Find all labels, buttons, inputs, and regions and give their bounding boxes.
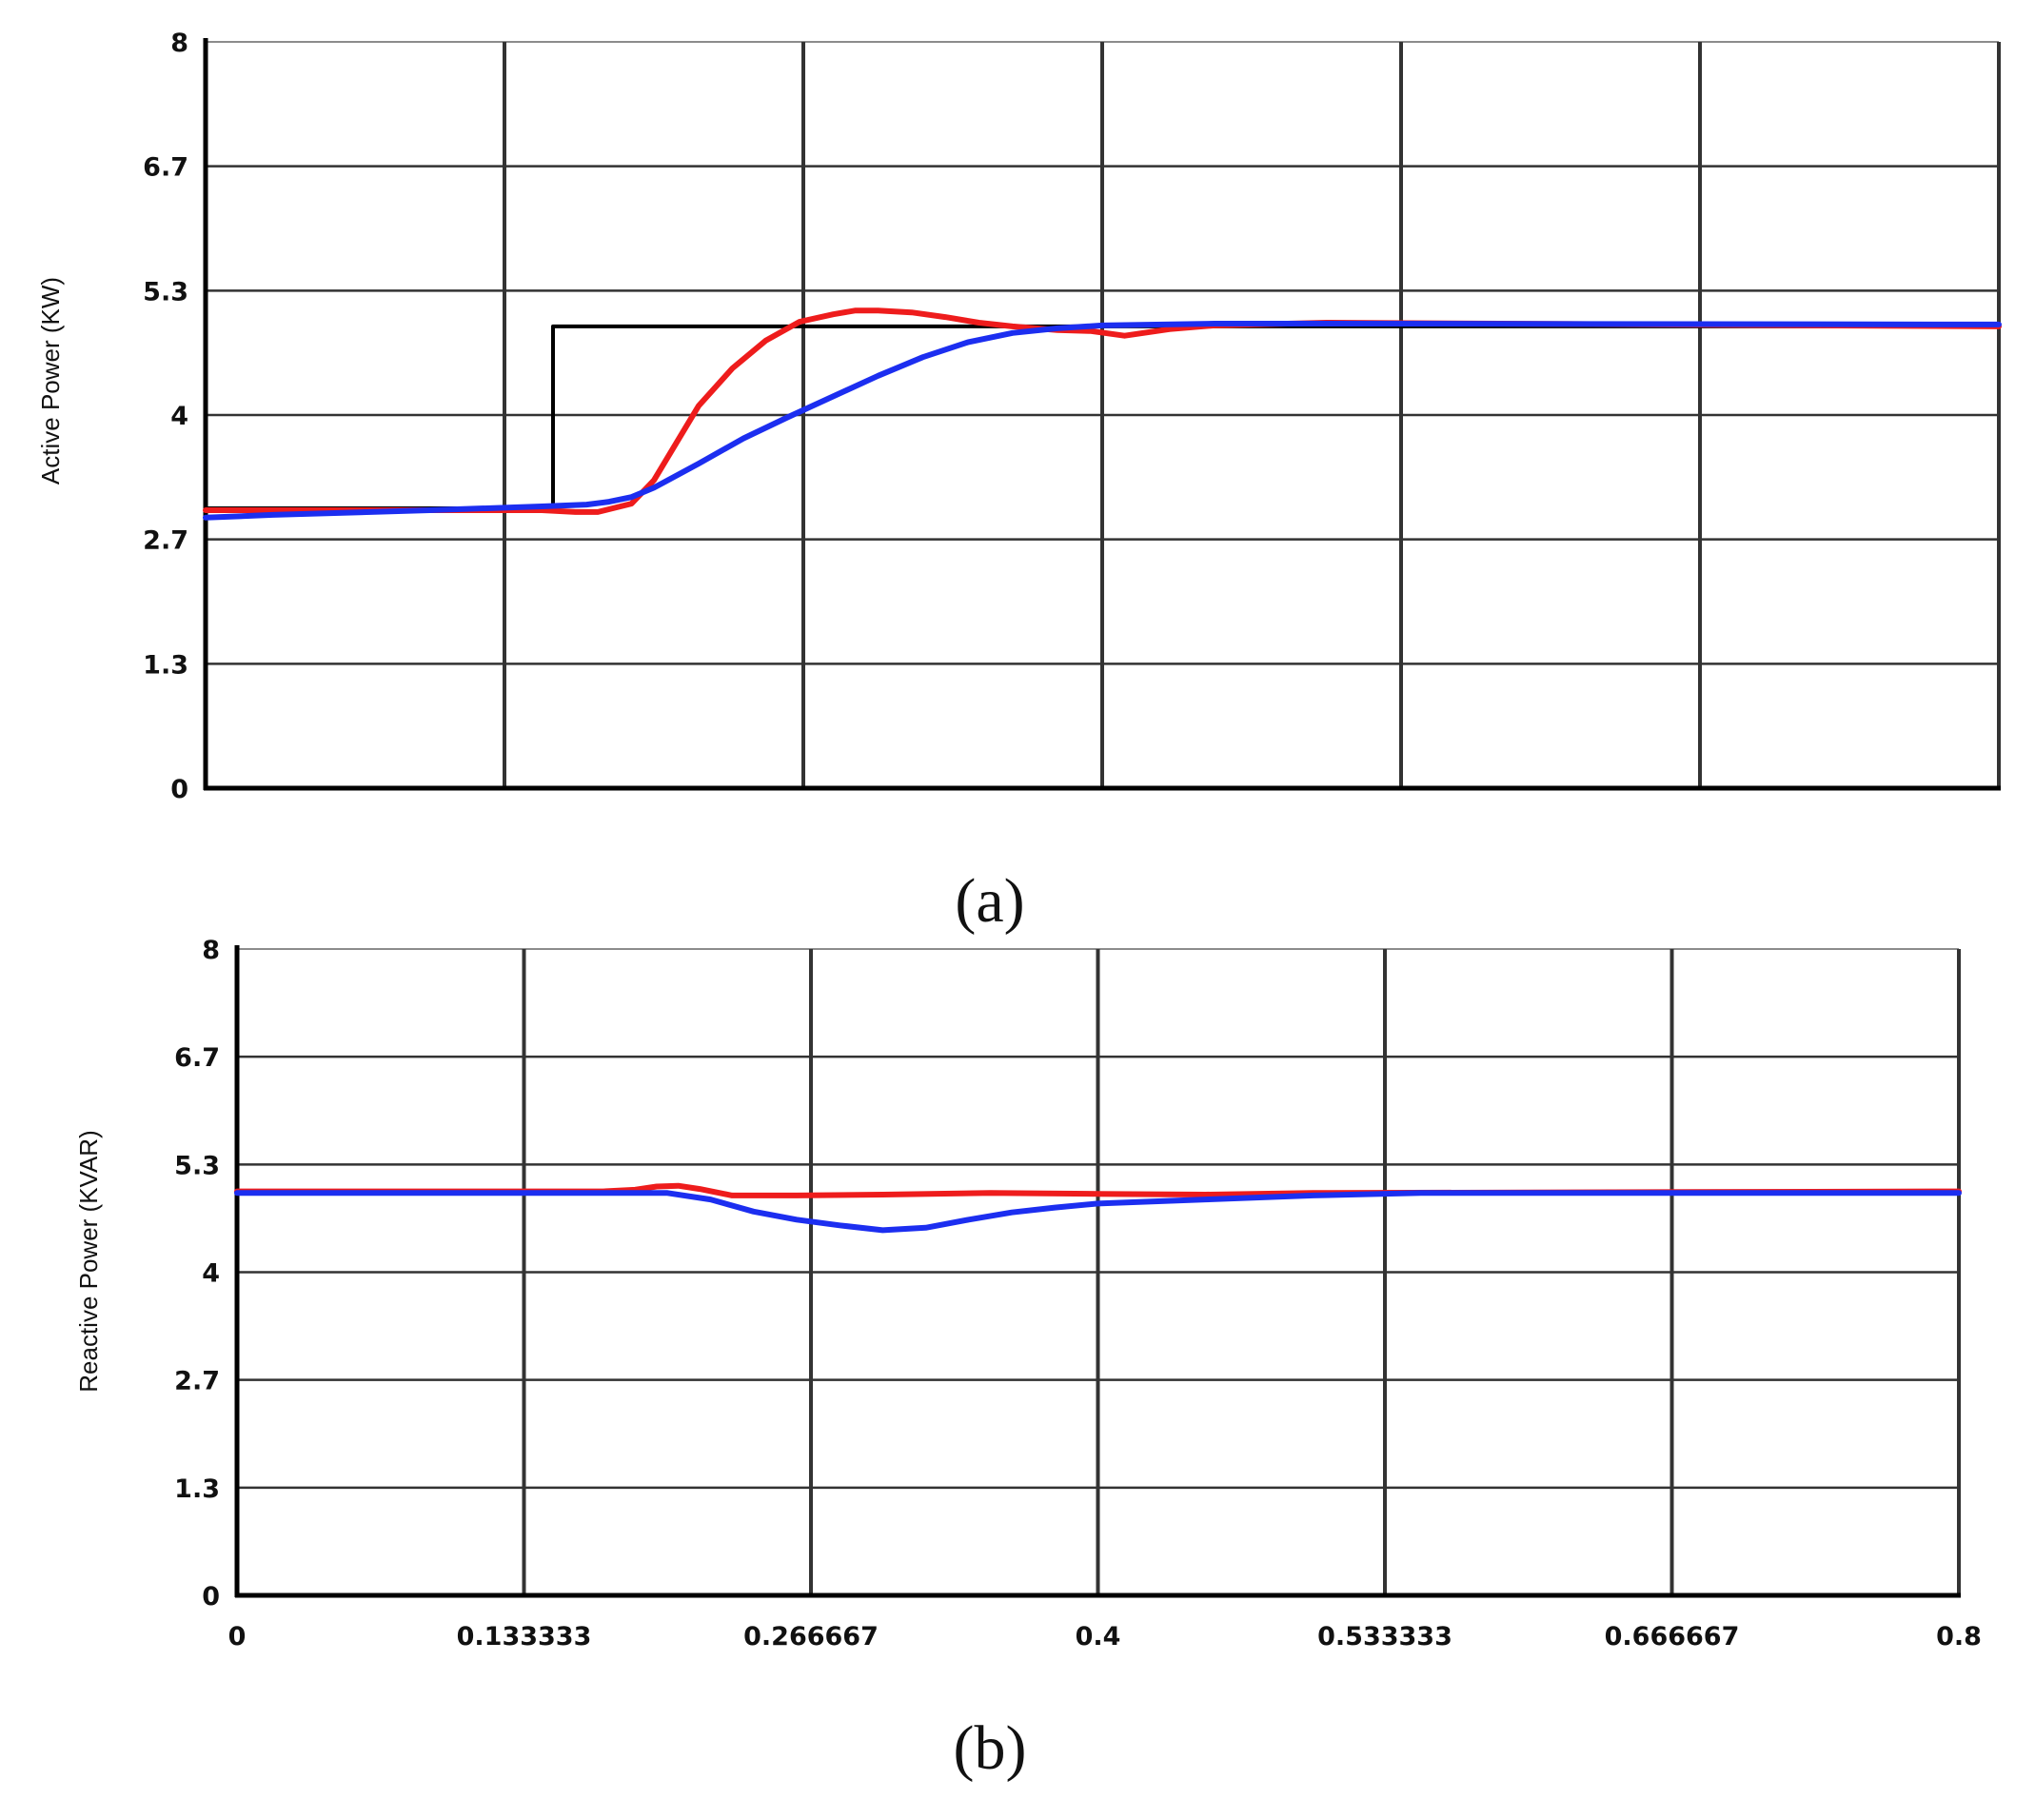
y-tick-label: 0 [170,775,188,804]
y-tick-label: 8 [170,29,188,58]
y-tick-label: 6.7 [174,1043,220,1073]
y-tick-label: 0 [202,1582,220,1612]
y-tick-label: 4 [202,1259,220,1289]
y-tick-label: 5.3 [143,277,188,307]
y-tick-label: 5.3 [174,1151,220,1180]
x-tick-label: 0.666667 [1605,1622,1740,1652]
y-tick-label: 2.7 [143,526,188,556]
y-tick-label: 2.7 [174,1367,220,1396]
panel-label: (a) [955,866,1024,936]
x-tick-label: 0.133333 [457,1622,592,1652]
y-tick-label: 1.3 [143,650,188,680]
series-line-2 [203,307,2002,515]
x-tick-label: 0.4 [1076,1622,1121,1652]
chart-panel-1: 0 1.3 2.7 4 5.3 6.7 8 Active Power (KW) (a) [36,29,2002,936]
y-tick-label: 6.7 [143,153,188,183]
y-tick-label: 1.3 [174,1474,220,1504]
y-tick-label: 8 [202,936,220,965]
x-tick-label: 0 [228,1622,247,1652]
panel-label: (b) [954,1713,1027,1783]
y-axis-label: Active Power (KW) [36,277,65,485]
x-tick-label: 0.8 [1936,1622,1982,1652]
x-tick-label: 0.266667 [743,1622,879,1652]
y-axis-label: Reactive Power (KVAR) [74,1130,103,1393]
y-tick-label: 4 [170,402,188,431]
series-line-3 [203,321,2002,521]
x-tick-label: 0.533333 [1317,1622,1452,1652]
chart-panel-2: 0 1.3 2.7 4 5.3 6.7 8 0 0.133333 0.266667 0.4 0.533… [74,936,1982,1783]
series-line-1 [234,1182,1962,1198]
series-line-2 [234,1190,1962,1234]
